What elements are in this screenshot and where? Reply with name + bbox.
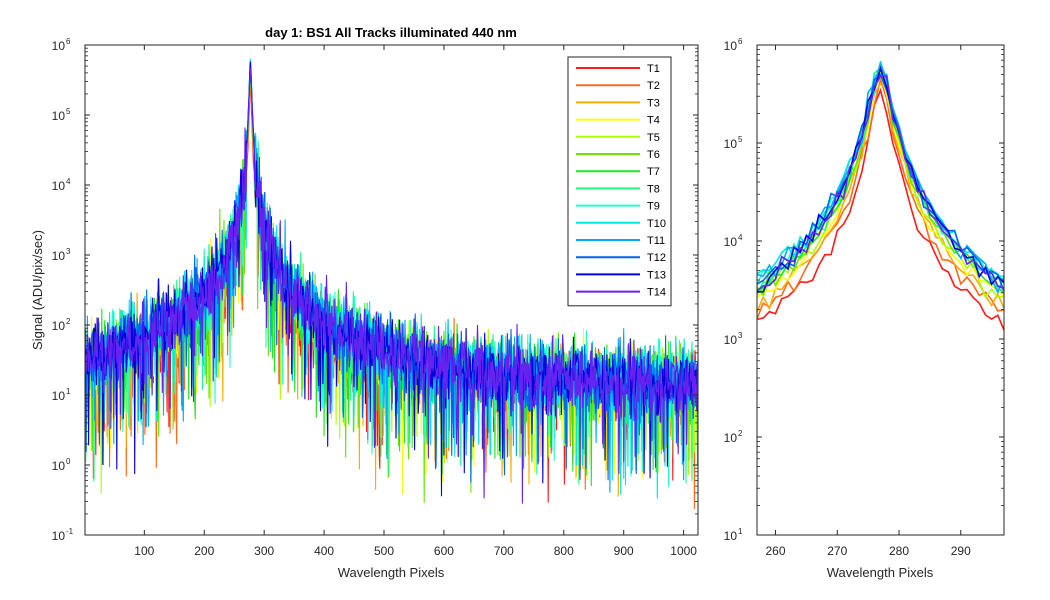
y-tick-exponent: 5	[738, 135, 743, 144]
series-line-T14	[84, 67, 699, 504]
x-tick-label: 400	[314, 544, 334, 558]
zoom-x-tick-labels: 260 270 280 290	[766, 544, 972, 558]
chart-title: day 1: BS1 All Tracks illuminated 440 nm	[265, 25, 517, 40]
y-tick-label: 10	[52, 529, 66, 543]
legend-label-T4: T4	[647, 115, 660, 127]
y-tick-exponent: 4	[738, 233, 743, 242]
legend-label-T6: T6	[647, 149, 660, 161]
y-tick-label: 10	[724, 529, 738, 543]
y-tick-label: 10	[724, 431, 738, 445]
y-tick-exponent: 3	[66, 247, 71, 256]
y-tick-label: 10	[724, 39, 738, 53]
legend-label-T5: T5	[647, 132, 660, 144]
y-tick-exponent: 0	[66, 457, 71, 466]
y-tick-exponent: 5	[66, 107, 71, 116]
x-tick-label: 270	[827, 544, 847, 558]
y-tick-label: 10	[724, 235, 738, 249]
y-tick-exponent: 6	[738, 37, 743, 46]
y-tick-exponent: 1	[66, 387, 71, 396]
main-y-axis-label: Signal (ADU/pix/sec)	[30, 230, 45, 350]
legend-label-T12: T12	[647, 252, 666, 264]
main-axes-frame	[84, 44, 699, 536]
main-series-lines	[84, 58, 699, 510]
legend-box	[567, 56, 672, 307]
legend-label-T10: T10	[647, 218, 666, 230]
axes-box	[84, 44, 699, 536]
legend-label-T13: T13	[647, 269, 666, 281]
y-tick-exponent: 3	[738, 331, 743, 340]
y-tick-label: 10	[724, 333, 738, 347]
zoom-series-line-T14	[756, 75, 1005, 292]
x-tick-label: 200	[194, 544, 214, 558]
legend-label-T9: T9	[647, 201, 660, 213]
axes-box	[756, 44, 1005, 536]
legend-label-T3: T3	[647, 97, 660, 109]
x-tick-label: 280	[889, 544, 909, 558]
y-tick-label: 10	[52, 389, 66, 403]
y-tick-label: 10	[52, 109, 66, 123]
y-tick-exponent: 2	[738, 429, 743, 438]
y-tick-exponent: 2	[66, 317, 71, 326]
y-tick-label: 10	[52, 179, 66, 193]
zoom-series-line-T2	[756, 76, 1005, 320]
y-tick-label: 10	[52, 249, 66, 263]
y-tick-exponent: 1	[738, 527, 743, 536]
y-tick-label: 10	[52, 319, 66, 333]
y-tick-exponent: -1	[66, 527, 74, 536]
legend-label-T8: T8	[647, 183, 660, 195]
x-tick-label: 300	[254, 544, 274, 558]
legend-label-T2: T2	[647, 80, 660, 92]
legend-label-T7: T7	[647, 166, 660, 178]
x-tick-label: 500	[374, 544, 394, 558]
main-x-tick-labels: 100 200 300 400 500 600 700 800 900 1000	[134, 544, 697, 558]
x-tick-label: 100	[134, 544, 154, 558]
zoom-x-axis-label: Wavelength Pixels	[827, 565, 934, 580]
y-tick-label: 10	[52, 39, 66, 53]
x-tick-label: 800	[554, 544, 574, 558]
main-chart-panel: 100 200 300 400 500 600 700 800 900 1000 10 -110 01…	[30, 25, 699, 580]
y-tick-exponent: 6	[66, 37, 71, 46]
legend-label-T1: T1	[647, 63, 660, 75]
x-tick-label: 700	[494, 544, 514, 558]
x-tick-label: 290	[951, 544, 971, 558]
legend: T1 T2 T3 T4 T5 T6 T7 T8 T9 T10 T11 T12 T13 T14	[567, 56, 672, 307]
zoom-series-lines	[756, 60, 1005, 331]
x-tick-label: 900	[614, 544, 634, 558]
legend-label-T14: T14	[647, 287, 666, 299]
legend-label-T11: T11	[647, 235, 665, 247]
zoom-axes-frame	[756, 44, 1005, 536]
x-tick-label: 600	[434, 544, 454, 558]
main-x-axis-label: Wavelength Pixels	[338, 565, 445, 580]
y-tick-exponent: 4	[66, 177, 71, 186]
y-tick-label: 10	[724, 137, 738, 151]
x-tick-label: 1000	[670, 544, 697, 558]
x-tick-label: 260	[766, 544, 786, 558]
y-tick-label: 10	[52, 459, 66, 473]
